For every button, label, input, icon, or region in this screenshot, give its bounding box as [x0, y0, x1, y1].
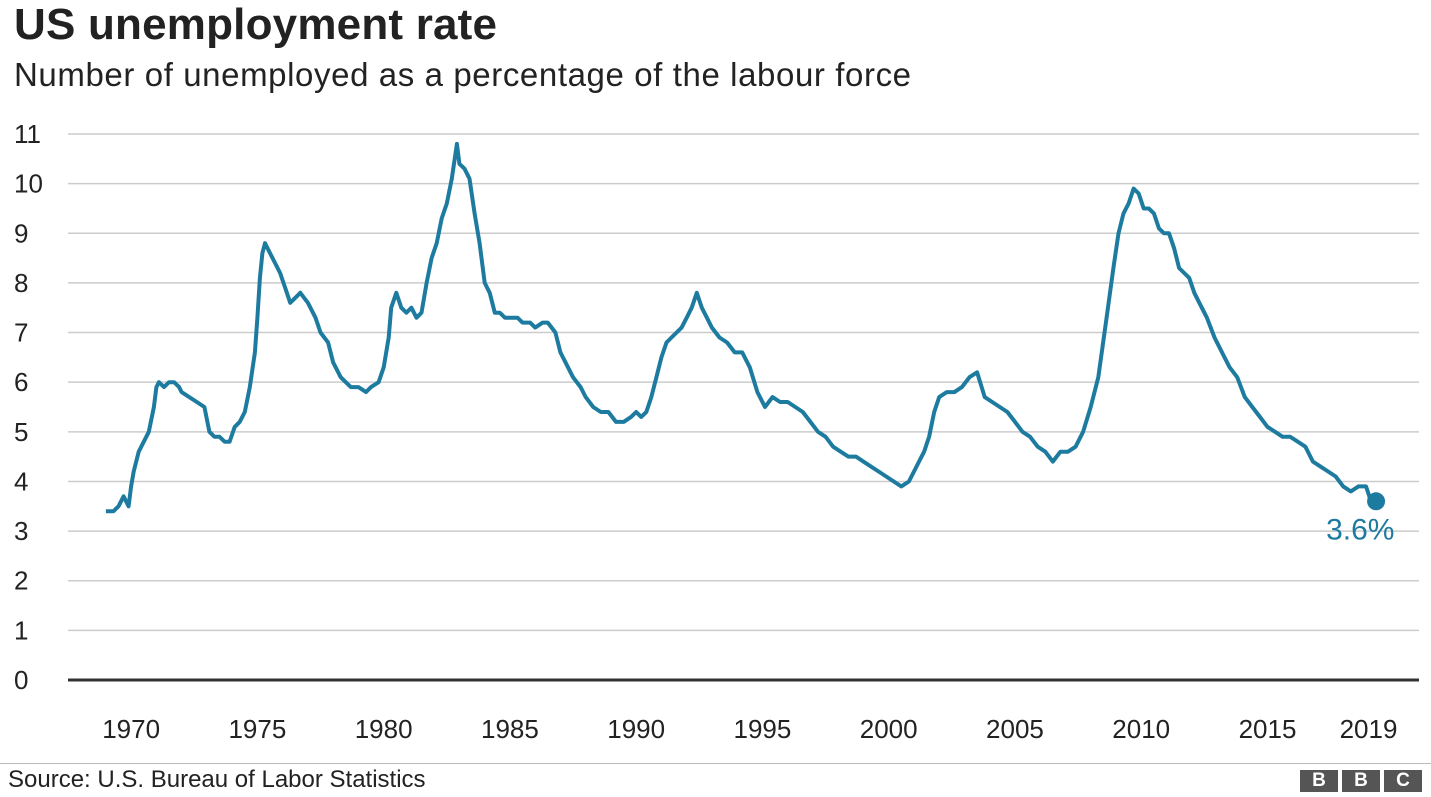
y-tick-label: 11	[14, 119, 41, 149]
y-tick-label: 10	[14, 169, 43, 199]
bbc-logo-letter: C	[1384, 770, 1422, 792]
y-tick-label: 0	[14, 665, 28, 695]
x-tick-label: 1990	[607, 714, 665, 744]
bbc-logo-letter: B	[1342, 770, 1380, 792]
chart-title: US unemployment rate	[14, 0, 498, 49]
x-tick-label: 2000	[860, 714, 918, 744]
series-line-unemployment-rate	[105, 141, 1377, 514]
x-tick-label: 2010	[1112, 714, 1170, 744]
y-tick-label: 9	[14, 218, 28, 248]
x-tick-label: 2019	[1340, 714, 1398, 744]
line-chart: 0 1 2 3 4 5 6 7 8 9 10 11 1970 1975 1980 1985 1990 1995 2…	[14, 119, 1419, 744]
x-tick-label: 2005	[986, 714, 1044, 744]
bbc-logo: B B C	[1300, 770, 1422, 792]
x-tick-label: 2015	[1239, 714, 1297, 744]
y-tick-label: 6	[14, 367, 28, 397]
gridlines	[68, 133, 1419, 632]
chart-subtitle: Number of unemployed as a percentage of …	[14, 56, 912, 93]
y-tick-label: 2	[14, 566, 28, 596]
y-tick-label: 7	[14, 318, 28, 348]
y-tick-label: 5	[14, 417, 28, 447]
x-tick-label: 1980	[355, 714, 413, 744]
footer-divider	[0, 763, 1431, 764]
x-tick-label: 1970	[102, 714, 160, 744]
bbc-logo-letter: B	[1300, 770, 1338, 792]
x-tick-label: 1995	[734, 714, 792, 744]
y-tick-label: 4	[14, 466, 28, 496]
x-tick-label: 1985	[481, 714, 539, 744]
y-tick-label: 3	[14, 516, 28, 546]
x-tick-labels: 1970 1975 1980 1985 1990 1995 2000 2005 2010 2015…	[102, 714, 1397, 744]
x-tick-label: 1975	[228, 714, 286, 744]
y-tick-label: 8	[14, 268, 28, 298]
y-tick-labels: 0 1 2 3 4 5 6 7 8 9 10 11	[14, 119, 43, 695]
y-tick-label: 1	[14, 615, 28, 645]
latest-value-marker	[1367, 492, 1386, 511]
latest-value-label: 3.6%	[1326, 513, 1394, 546]
source-note: Source: U.S. Bureau of Labor Statistics	[8, 766, 426, 793]
